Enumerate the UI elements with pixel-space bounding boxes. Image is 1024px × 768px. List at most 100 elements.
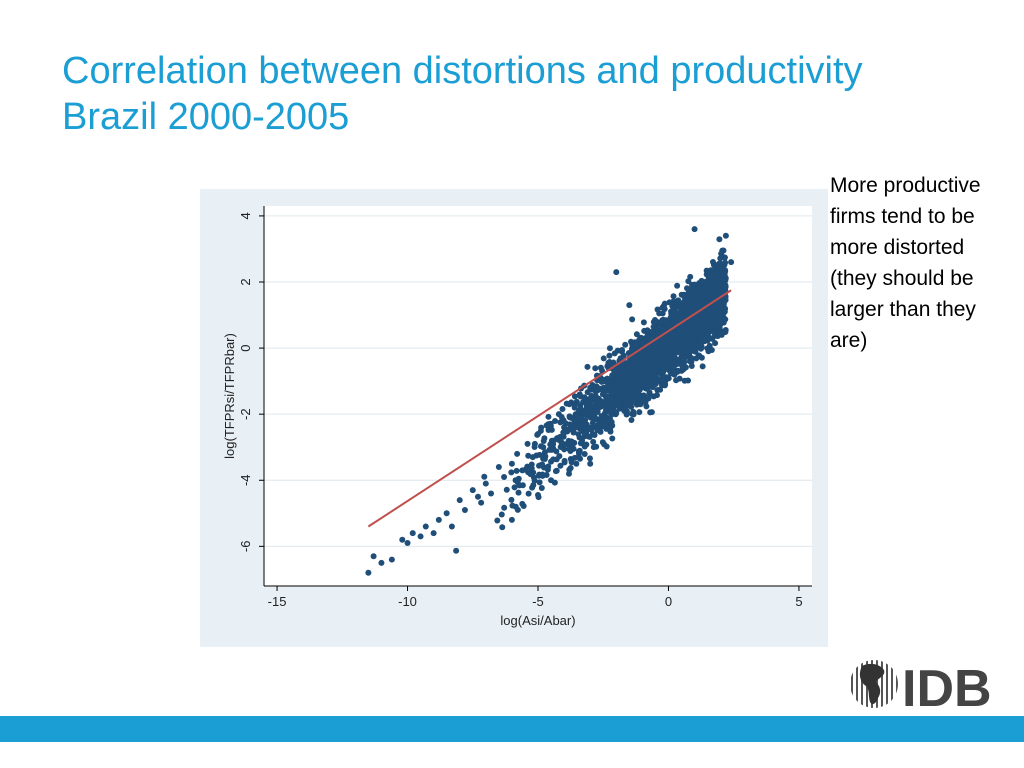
data-point xyxy=(665,335,672,342)
scatter-point xyxy=(671,371,678,378)
data-point xyxy=(613,378,620,385)
scatter-point xyxy=(606,359,613,366)
scatter-point xyxy=(697,283,704,290)
data-point xyxy=(561,424,568,431)
scatter-point xyxy=(520,502,527,509)
scatter-point xyxy=(704,333,711,340)
scatter-point xyxy=(529,484,536,491)
scatter-point xyxy=(638,352,645,359)
scatter-point xyxy=(581,451,588,458)
idb-logo: IDB xyxy=(848,656,998,718)
note-text: More productive firms tend to be more di… xyxy=(830,174,981,352)
scatter-point xyxy=(629,341,636,348)
scatter-point xyxy=(614,399,621,406)
scatter-point xyxy=(652,351,659,358)
scatter-point xyxy=(683,353,690,360)
scatter-point xyxy=(694,321,701,328)
scatter-point xyxy=(699,363,706,370)
scatter-point xyxy=(588,426,595,433)
data-point xyxy=(365,569,372,576)
scatter-point xyxy=(702,289,709,296)
scatter-point xyxy=(662,346,669,353)
scatter-point xyxy=(453,547,460,554)
data-point xyxy=(529,454,536,461)
scatter-point xyxy=(605,400,612,407)
scatter-point xyxy=(538,484,545,491)
data-point xyxy=(649,328,656,335)
scatter-point xyxy=(558,440,565,447)
scatter-point xyxy=(722,259,729,266)
x-tick-label: -10 xyxy=(398,594,417,609)
point-cloud xyxy=(453,236,729,554)
scatter-point xyxy=(715,276,722,283)
data-point xyxy=(691,288,698,295)
scatter-point xyxy=(545,413,552,420)
data-point xyxy=(548,477,555,484)
scatter-point xyxy=(673,361,680,368)
scatter-point xyxy=(654,387,661,394)
scatter-point xyxy=(525,452,532,459)
scatter-point xyxy=(677,312,684,319)
data-point xyxy=(686,321,693,328)
scatter-point xyxy=(592,402,599,409)
data-point xyxy=(508,460,515,467)
scatter-point xyxy=(577,440,584,447)
scatter-point xyxy=(630,368,637,375)
scatter-point xyxy=(672,339,679,346)
scatter-point xyxy=(678,291,685,298)
data-point xyxy=(707,308,714,315)
scatter-point xyxy=(722,282,729,289)
scatter-point xyxy=(620,352,627,359)
scatter-point xyxy=(641,374,648,381)
data-point xyxy=(702,279,709,285)
slide-title: Correlation between distortions and prod… xyxy=(62,48,1002,140)
scatter-point xyxy=(536,479,543,486)
data-point xyxy=(655,345,662,352)
scatter-point xyxy=(684,285,691,292)
data-point xyxy=(535,431,541,437)
y-axis-label: log(TFPRsi/TFPRbar) xyxy=(222,333,237,459)
scatter-point xyxy=(528,465,535,472)
scatter-point xyxy=(564,428,571,435)
scatter-point xyxy=(501,504,508,511)
scatter-point xyxy=(595,424,602,431)
scatter-point xyxy=(670,293,677,300)
x-axis-label: log(Asi/Abar) xyxy=(500,613,575,628)
scatter-point xyxy=(652,320,659,327)
y-tick-label: 4 xyxy=(238,212,253,219)
scatter-point xyxy=(623,403,630,410)
scatter-point xyxy=(712,304,719,311)
scatter-point xyxy=(691,298,698,305)
scatter-point xyxy=(641,359,648,366)
data-point xyxy=(399,536,406,543)
data-point xyxy=(378,559,385,566)
data-point xyxy=(409,530,416,537)
scatter-point xyxy=(481,473,488,480)
scatter-point xyxy=(607,381,614,388)
data-point xyxy=(717,302,724,309)
data-point xyxy=(626,302,633,309)
scatter-point xyxy=(706,292,713,299)
data-point xyxy=(566,401,573,408)
footer-bar xyxy=(0,716,1024,742)
scatter-point xyxy=(600,355,607,362)
scatter-point xyxy=(628,417,635,424)
data-point xyxy=(613,269,620,276)
data-point xyxy=(602,388,609,395)
data-point xyxy=(370,553,377,560)
scatter-point xyxy=(545,463,552,470)
scatter-point xyxy=(568,459,575,466)
data-point xyxy=(660,318,667,325)
data-point xyxy=(722,232,729,239)
scatter-point xyxy=(712,285,719,292)
scatter-point xyxy=(668,313,675,320)
scatter-point xyxy=(636,387,643,394)
data-point xyxy=(681,298,688,305)
scatter-point xyxy=(644,333,651,340)
data-point xyxy=(482,480,489,487)
scatter-point xyxy=(705,274,712,281)
scatter-point xyxy=(590,431,597,438)
scatter-point xyxy=(539,461,546,468)
y-tick-label: -4 xyxy=(238,474,253,486)
scatter-point xyxy=(541,455,548,462)
